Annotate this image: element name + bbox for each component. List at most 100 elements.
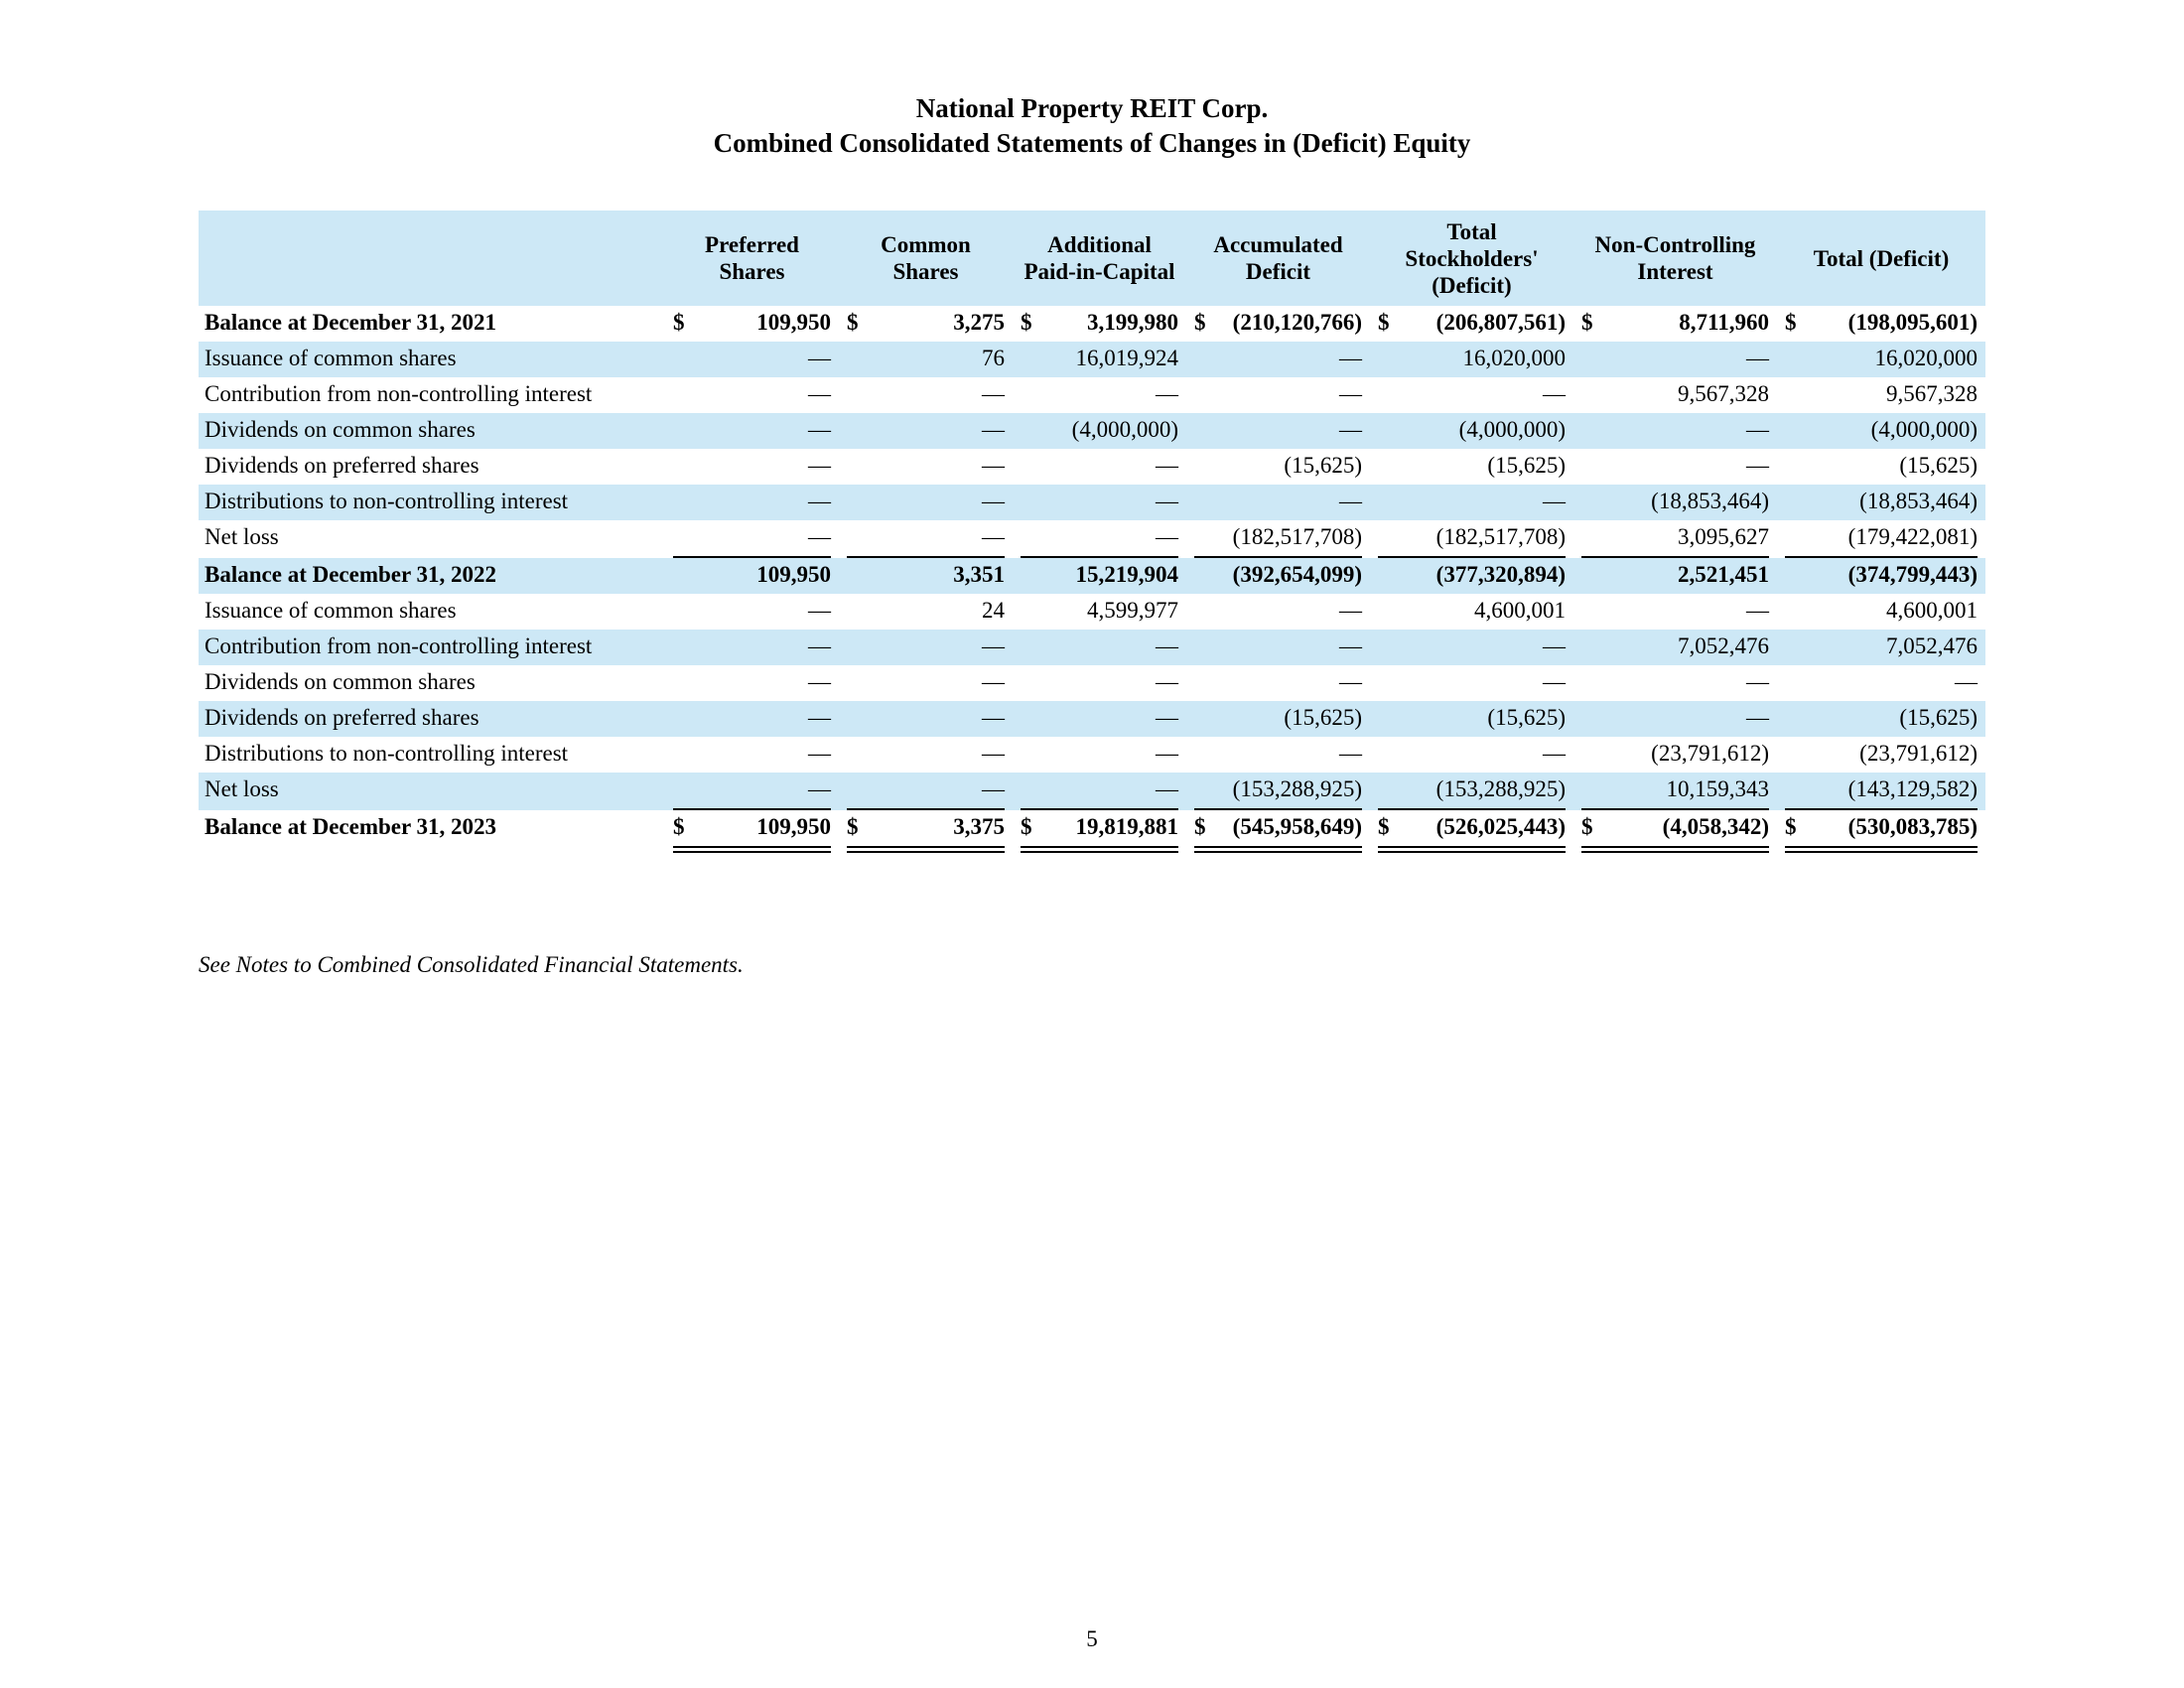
amount: (18,853,464) — [1651, 489, 1769, 514]
amount: (545,958,649) — [1232, 814, 1362, 840]
column-header: Non-Controlling Interest — [1594, 232, 1756, 285]
dollar-sign: $ — [847, 814, 859, 840]
amount: (15,625) — [1284, 705, 1362, 731]
dollar-sign: $ — [1021, 310, 1032, 336]
cell-value: 4,599,977 — [1013, 594, 1186, 630]
cell-value: — — [1013, 737, 1186, 773]
amount: — — [1746, 453, 1769, 479]
cell-value: $3,375 — [839, 810, 1013, 854]
cell-value: — — [1573, 449, 1777, 485]
cell-value: — — [1573, 701, 1777, 737]
cell-value: — — [1013, 485, 1186, 520]
cell-value: — — [665, 520, 839, 559]
cell-value: (15,625) — [1186, 701, 1370, 737]
row-label: Dividends on common shares — [205, 669, 476, 695]
amount: — — [808, 381, 831, 407]
cell-value: 3,351 — [839, 558, 1013, 594]
amount: (4,000,000) — [1458, 417, 1566, 443]
amount: (374,799,443) — [1847, 562, 1978, 588]
amount: 3,275 — [953, 310, 1005, 336]
amount: 3,375 — [953, 814, 1005, 840]
amount: — — [982, 633, 1005, 659]
amount: — — [1339, 669, 1362, 695]
cell-value: — — [1186, 737, 1370, 773]
cell-value: (153,288,925) — [1370, 773, 1573, 811]
cell-value: 16,020,000 — [1777, 342, 1985, 377]
amount: — — [1543, 669, 1566, 695]
column-header: Common Shares — [881, 232, 971, 285]
amount: (179,422,081) — [1847, 524, 1978, 550]
cell-value: — — [1013, 701, 1186, 737]
amount: (23,791,612) — [1859, 741, 1978, 767]
cell-value: (143,129,582) — [1777, 773, 1985, 811]
cell-value: — — [665, 594, 839, 630]
amount: — — [808, 417, 831, 443]
amount: (210,120,766) — [1232, 310, 1362, 336]
cell-value: $3,199,980 — [1013, 306, 1186, 342]
table-row: Issuance of common shares — 24 4,599,977 — 4,… — [199, 594, 1985, 630]
amount: (392,654,099) — [1232, 562, 1362, 588]
amount: 9,567,328 — [1678, 381, 1769, 407]
amount: 15,219,904 — [1075, 562, 1179, 588]
amount: — — [982, 453, 1005, 479]
table-row: Net loss — — — (153,288,925) (153,288,925) 10,… — [199, 773, 1985, 811]
cell-value: $19,819,881 — [1013, 810, 1186, 854]
row-label: Net loss — [205, 524, 279, 550]
cell-value: (179,422,081) — [1777, 520, 1985, 559]
amount: — — [1339, 741, 1362, 767]
amount: — — [808, 598, 831, 624]
cell-value: 109,950 — [665, 558, 839, 594]
amount: 16,020,000 — [1874, 346, 1979, 371]
amount: (23,791,612) — [1651, 741, 1769, 767]
cell-value: (4,000,000) — [1777, 413, 1985, 449]
amount: (15,625) — [1487, 453, 1566, 479]
dollar-sign: $ — [1378, 814, 1390, 840]
table-row: Distributions to non-controlling interes… — [199, 737, 1985, 773]
table-row: Dividends on preferred shares — — — (15,625)… — [199, 449, 1985, 485]
equity-statement-table: Preferred Shares Common Shares Additional … — [199, 211, 1985, 854]
cell-value: 3,095,627 — [1573, 520, 1777, 559]
cell-value: — — [1013, 377, 1186, 413]
amount: 3,095,627 — [1678, 524, 1769, 550]
cell-value: — — [665, 773, 839, 811]
amount: (4,000,000) — [1071, 417, 1178, 443]
amount: 19,819,881 — [1075, 814, 1179, 840]
cell-value: — — [1186, 377, 1370, 413]
amount: — — [808, 489, 831, 514]
dollar-sign: $ — [1581, 310, 1593, 336]
dollar-sign: $ — [1021, 814, 1032, 840]
cell-value: (23,791,612) — [1573, 737, 1777, 773]
amount: (198,095,601) — [1847, 310, 1978, 336]
amount: 109,950 — [756, 814, 831, 840]
amount: — — [1339, 633, 1362, 659]
cell-value: — — [1186, 342, 1370, 377]
cell-value: — — [1186, 413, 1370, 449]
cell-value: — — [665, 413, 839, 449]
footnote: See Notes to Combined Consolidated Finan… — [199, 952, 744, 978]
cell-value: — — [1013, 520, 1186, 559]
amount: (377,320,894) — [1435, 562, 1566, 588]
statement-title: Combined Consolidated Statements of Chan… — [713, 128, 1471, 159]
dollar-sign: $ — [1581, 814, 1593, 840]
cell-value: — — [665, 342, 839, 377]
amount: — — [1955, 669, 1978, 695]
cell-value: — — [1370, 665, 1573, 701]
cell-value: — — [665, 737, 839, 773]
column-header: Total Stockholders' (Deficit) — [1405, 218, 1539, 298]
cell-value: — — [839, 520, 1013, 559]
dollar-sign: $ — [1378, 310, 1390, 336]
cell-value: — — [839, 665, 1013, 701]
row-label: Distributions to non-controlling interes… — [205, 489, 569, 514]
cell-value: (15,625) — [1186, 449, 1370, 485]
amount: 109,950 — [756, 562, 831, 588]
cell-value: 16,020,000 — [1370, 342, 1573, 377]
amount: 109,950 — [756, 310, 831, 336]
row-label: Dividends on preferred shares — [205, 453, 479, 479]
cell-value: — — [1186, 485, 1370, 520]
cell-value: 76 — [839, 342, 1013, 377]
cell-value: 15,219,904 — [1013, 558, 1186, 594]
cell-value: — — [839, 773, 1013, 811]
row-label: Issuance of common shares — [205, 598, 457, 624]
amount: — — [1746, 669, 1769, 695]
table-row: Net loss — — — (182,517,708) (182,517,708) 3,0… — [199, 520, 1985, 559]
